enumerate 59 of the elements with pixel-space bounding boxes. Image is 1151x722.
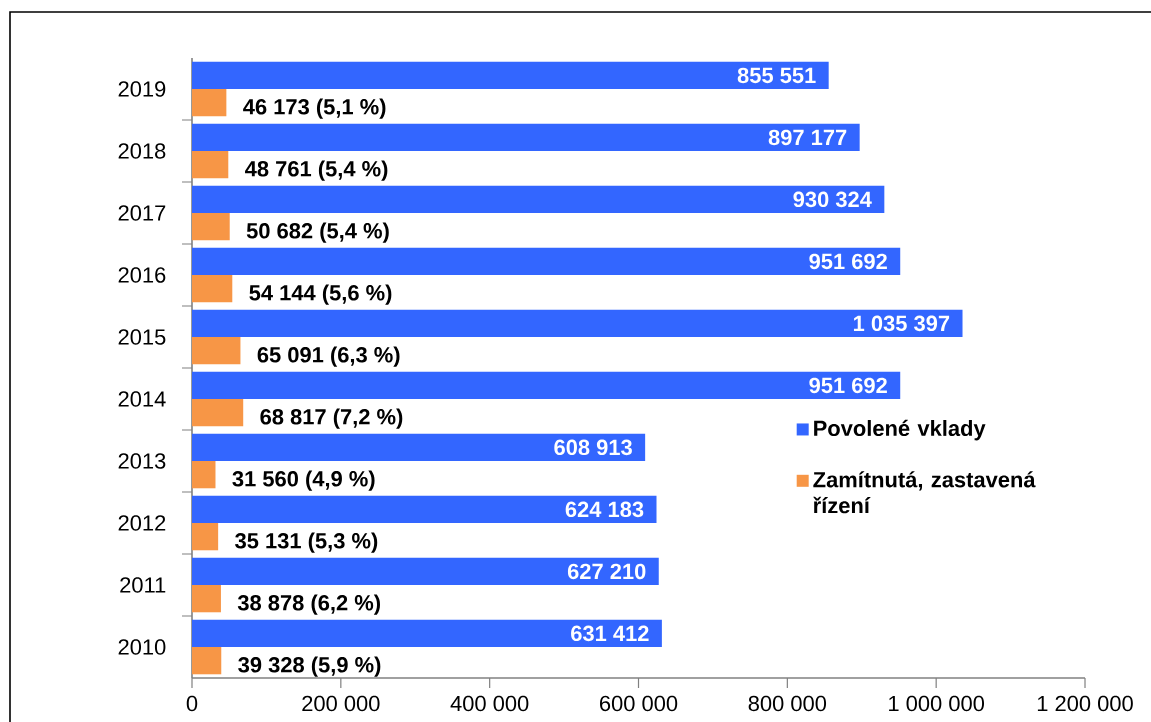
bar	[192, 495, 657, 524]
data-label: 897 177	[768, 129, 847, 146]
bar	[192, 185, 885, 214]
data-label: 951 692	[809, 377, 887, 394]
bar	[192, 247, 901, 276]
data-label: 951 692	[809, 253, 887, 270]
bar	[192, 61, 829, 90]
bar	[192, 619, 662, 648]
data-label: 31 560 (4,9 %)	[232, 470, 375, 491]
data-label: 48 761 (5,4 %)	[245, 160, 388, 181]
y-tick-label: 2018	[118, 143, 166, 159]
y-tick-label: 2013	[118, 453, 166, 469]
data-label: 54 144 (5,6 %)	[249, 284, 392, 305]
data-label: 855 551	[737, 67, 816, 84]
y-tick-label: 2015	[118, 329, 166, 345]
bar	[192, 461, 216, 489]
bar	[192, 151, 229, 179]
y-tick-label: 2010	[118, 639, 166, 655]
bar	[192, 213, 230, 241]
data-label: 631 412	[571, 625, 649, 642]
bar	[192, 309, 963, 338]
x-tick-label: 1 200 000	[1037, 695, 1133, 712]
data-label: 1 035 397	[853, 315, 950, 332]
data-label: 50 682 (5,4 %)	[246, 222, 389, 243]
legend-label: Povolené vklady	[814, 419, 986, 441]
bar	[192, 337, 241, 365]
bar	[192, 399, 244, 427]
data-label: 38 878 (6,2 %)	[237, 594, 380, 615]
data-label: 627 210	[567, 563, 646, 580]
data-label: 65 091 (6,3 %)	[257, 346, 400, 367]
bar	[192, 275, 233, 303]
y-tick-label: 2011	[120, 577, 166, 593]
data-label: 608 913	[554, 439, 632, 456]
x-tick-label: 800 000	[748, 695, 827, 712]
bar	[192, 585, 221, 613]
x-tick-label: 1 000 000	[889, 695, 985, 712]
y-tick-label: 2014	[118, 391, 166, 407]
y-tick-label: 2019	[118, 81, 166, 97]
bar	[192, 89, 227, 117]
bar	[192, 123, 860, 152]
y-tick-label: 2016	[118, 267, 166, 283]
x-tick-label: 400 000	[450, 695, 529, 712]
data-label: 68 817 (7,2 %)	[260, 408, 403, 429]
data-label: 35 131 (5,3 %)	[235, 532, 378, 553]
x-tick-label: 600 000	[600, 695, 678, 712]
bar	[192, 371, 901, 400]
bar	[192, 433, 646, 462]
x-tick-label: 0	[186, 695, 198, 712]
data-label: 39 328 (5,9 %)	[238, 656, 381, 677]
data-label: 46 173 (5,1 %)	[243, 98, 386, 119]
data-label: 930 324	[793, 191, 872, 208]
legend-label: Zamítnutá, zastavená řízení	[813, 471, 1036, 514]
bar	[192, 647, 222, 675]
bar	[192, 523, 219, 551]
y-tick-label: 2012	[118, 515, 166, 531]
bar	[192, 557, 659, 586]
data-label: 624 183	[565, 501, 644, 518]
x-tick-label: 200 000	[302, 695, 380, 712]
y-tick-label: 2017	[118, 205, 166, 221]
